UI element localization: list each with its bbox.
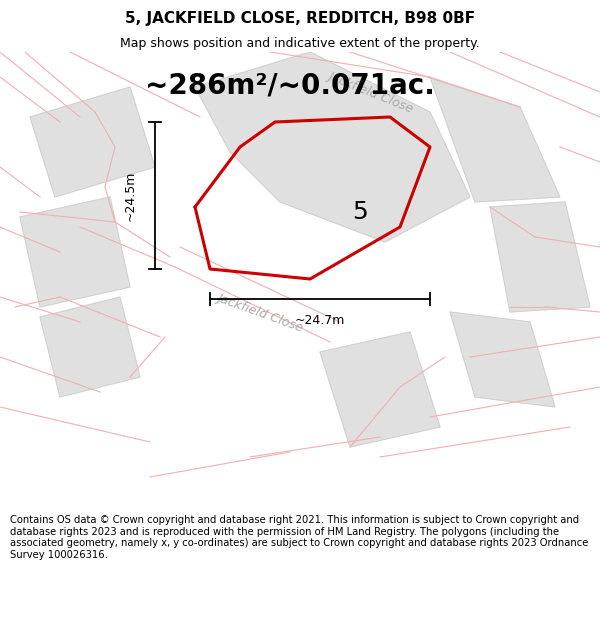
Text: Jackfield Close: Jackfield Close (326, 69, 415, 115)
Polygon shape (450, 312, 555, 407)
Text: 5, JACKFIELD CLOSE, REDDITCH, B98 0BF: 5, JACKFIELD CLOSE, REDDITCH, B98 0BF (125, 11, 475, 26)
Polygon shape (20, 197, 130, 307)
Polygon shape (195, 52, 470, 242)
Polygon shape (320, 332, 440, 447)
Text: ~286m²/~0.071ac.: ~286m²/~0.071ac. (145, 71, 435, 99)
Polygon shape (430, 77, 560, 202)
Text: ~24.5m: ~24.5m (124, 170, 137, 221)
Text: Contains OS data © Crown copyright and database right 2021. This information is : Contains OS data © Crown copyright and d… (10, 515, 589, 560)
Text: Jackfield Close: Jackfield Close (215, 291, 305, 334)
Polygon shape (30, 87, 155, 197)
Text: 5: 5 (352, 200, 368, 224)
Text: Map shows position and indicative extent of the property.: Map shows position and indicative extent… (120, 38, 480, 51)
Polygon shape (40, 297, 140, 397)
Text: ~24.7m: ~24.7m (295, 314, 345, 327)
Polygon shape (490, 202, 590, 312)
